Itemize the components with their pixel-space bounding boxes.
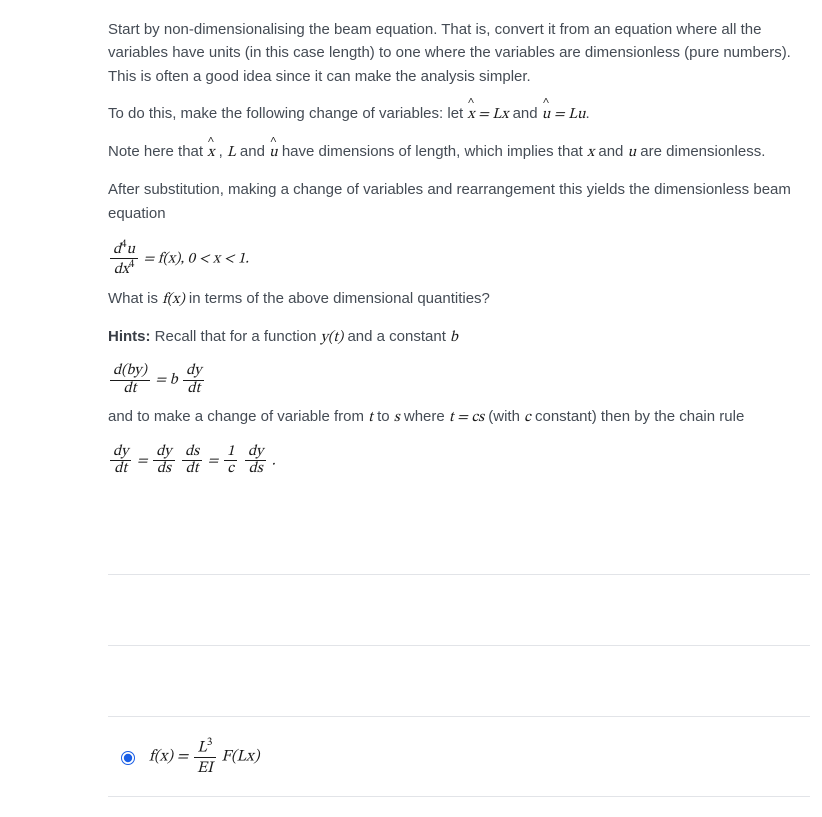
beam-eq-lhs: d4u dx4 — [110, 239, 138, 279]
const-b: b — [450, 330, 458, 345]
text: and — [240, 143, 269, 160]
text: are dimensionless. — [640, 143, 765, 160]
paragraph-chain-rule: and to make a change of variable from t … — [108, 405, 810, 429]
text: To do this, make the following change of… — [108, 105, 467, 122]
eq-uhat: u = Lu — [542, 107, 586, 122]
option-3-equation: f(x) = L3 EI F(Lx) — [149, 735, 259, 778]
eq1-rhs: dy dt — [183, 363, 204, 397]
dy-ds: dy ds — [153, 444, 174, 478]
opt3-prefix: f(x) = — [149, 748, 192, 764]
hints-label: Hints: — [108, 328, 151, 345]
text: have dimensions of length, which implies… — [282, 143, 587, 160]
dot: . — [272, 453, 276, 468]
dy-ds-2: dy ds — [245, 444, 266, 478]
text: and — [598, 143, 627, 160]
beam-equation: d4u dx4 = f(x), 0 < x < 1. — [108, 239, 810, 279]
eq1-lhs: d(by) dt — [110, 363, 150, 397]
var-t: t — [368, 410, 373, 425]
paragraph-after-sub: After substitution, making a change of v… — [108, 178, 810, 225]
var-x: x — [587, 145, 594, 160]
paragraph-dimensions: Note here that x , L and u have dimensio… — [108, 140, 810, 164]
opt3-frac: L3 EI — [194, 735, 216, 778]
text: and — [513, 105, 542, 122]
text: What is — [108, 290, 162, 307]
beam-eq-rhs: = f(x), 0 < x < 1. — [144, 251, 249, 266]
paragraph-change-of-vars: To do this, make the following change of… — [108, 102, 810, 126]
var-uhat: u — [269, 145, 278, 160]
fx: f(x) — [162, 292, 185, 307]
one-over-c: 1 c — [224, 444, 237, 478]
eq: = — [208, 453, 222, 468]
text: and to make a change of variable from — [108, 408, 368, 425]
text: (with — [488, 408, 524, 425]
eq: = — [137, 453, 151, 468]
opt3-suffix: F(Lx) — [222, 748, 260, 764]
ds-dt: ds dt — [182, 444, 202, 478]
var-xhat: x — [207, 145, 214, 160]
var-L: L — [227, 145, 236, 160]
eq-eq: = b — [155, 373, 177, 388]
hint-equation-1: d(by) dt = b dy dt — [108, 363, 810, 397]
answer-option-3[interactable]: f(x) = L3 EI F(Lx) — [108, 716, 810, 797]
var-u: u — [628, 145, 637, 160]
eq-tcs: t = cs — [449, 410, 484, 425]
text: in terms of the above dimensional quanti… — [189, 290, 490, 307]
text: Recall that for a function — [155, 328, 321, 345]
eq-xhat: x = Lx — [467, 107, 508, 122]
text: Note here that — [108, 143, 207, 160]
paragraph-intro: Start by non-dimensionalising the beam e… — [108, 18, 810, 88]
answer-option-2[interactable]: f(x) = … — [108, 645, 810, 716]
text: to — [377, 408, 394, 425]
y-of-t: y(t) — [321, 330, 344, 345]
paragraph-hints: Hints: Recall that for a function y(t) a… — [108, 325, 810, 349]
answer-options: f(x) = … f(x) = … f(x) = L3 EI F(Lx) — [108, 574, 810, 797]
radio-option-3[interactable] — [121, 751, 135, 765]
var-c: c — [524, 410, 531, 425]
dy-dt: dy dt — [110, 444, 131, 478]
text: , — [219, 143, 227, 160]
paragraph-question: What is f(x) in terms of the above dimen… — [108, 287, 810, 311]
text: and a constant — [347, 328, 450, 345]
hint-equation-2: dy dt = dy ds ds dt = 1 c dy ds . — [108, 444, 810, 478]
question-content: Start by non-dimensionalising the beam e… — [0, 0, 822, 817]
var-s: s — [394, 410, 400, 425]
text: . — [586, 105, 590, 122]
answer-option-1[interactable]: f(x) = … — [108, 574, 810, 645]
text: constant) then by the chain rule — [535, 408, 744, 425]
text: where — [404, 408, 449, 425]
